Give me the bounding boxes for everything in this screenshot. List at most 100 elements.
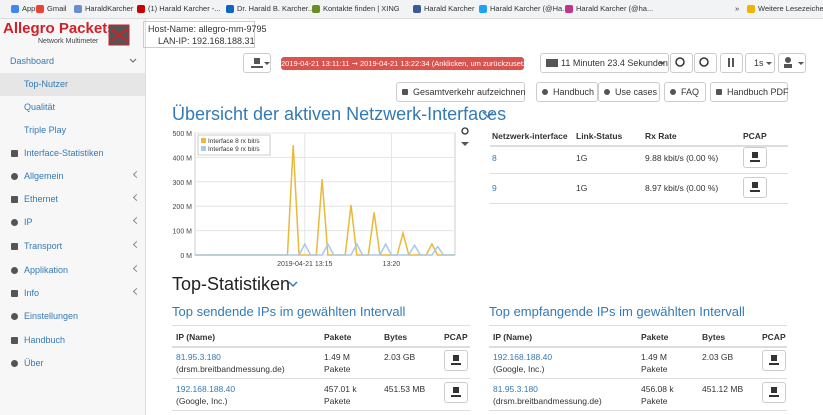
action-button[interactable]: Handbuch PDF (710, 82, 789, 102)
bookmark-icon (36, 5, 44, 13)
bookmark[interactable]: HaraldKarcher (85, 4, 134, 13)
bookmark[interactable]: Weitere Lesezeichen (758, 4, 823, 13)
ip-link[interactable]: 81.95.3.180 (493, 384, 538, 394)
host-box (143, 21, 255, 48)
bookmark-icon (479, 5, 487, 13)
bookmark-icon (11, 5, 19, 13)
action-button[interactable]: Gesamtverkehr aufzeichnen (396, 82, 526, 102)
table-header: Bytes (384, 332, 408, 342)
ip-link[interactable]: 192.168.188.40 (176, 384, 236, 394)
x-tick-label: 2019-04-21 13:15 (277, 261, 332, 268)
sidebar-item[interactable]: Top-Nutzer (24, 79, 69, 89)
bookmark[interactable]: Gmail (47, 4, 67, 13)
menu-icon (11, 219, 18, 226)
sidebar-item[interactable]: Transport (24, 241, 63, 251)
table-cell: 9.88 kbit/s (0.00 %) (645, 153, 719, 163)
receiving-title: Top empfangende IPs im gewählten Interva… (489, 304, 745, 319)
menu-icon (11, 243, 18, 250)
sidebar-item[interactable]: Triple Play (24, 125, 67, 135)
ip-name: (Google, Inc.) (493, 364, 545, 374)
x-tick-label: 13:20 (383, 261, 401, 268)
interval-select[interactable]: 1s (745, 53, 775, 73)
table-header: Pakete (324, 332, 352, 342)
table-header: IP (Name) (176, 332, 216, 342)
action-button[interactable]: Handbuch (536, 82, 598, 102)
ip-link[interactable]: 81.95.3.180 (176, 352, 221, 362)
y-tick-label: 300 M (173, 180, 193, 187)
sidebar-item[interactable]: Einstellungen (24, 311, 79, 321)
time-range[interactable]: 2019-04-21 13:11:11 ➞ 2019-04-21 13:22:3… (281, 57, 538, 70)
bookmark[interactable]: Dr. Harald B. Karcher... (237, 4, 315, 13)
bookmark[interactable]: Harald Karcher (424, 4, 475, 13)
bookmark[interactable]: Harald Karcher (@ha... (576, 4, 654, 13)
table-header: IP (Name) (493, 332, 533, 342)
y-tick-label: 0 M (180, 253, 192, 260)
download-icon (769, 355, 779, 365)
table-rule (172, 346, 470, 348)
zoom-out[interactable] (694, 53, 717, 73)
sidebar-item[interactable]: Allgemein (24, 171, 64, 181)
table-rule (172, 378, 470, 379)
sidebar-item[interactable]: Handbuch (24, 335, 66, 345)
legend-label: Interface 9 rx bit/s (208, 146, 260, 153)
packets-unit: Pakete (324, 396, 351, 406)
menu-icon (11, 337, 18, 344)
pcap-download[interactable] (762, 350, 786, 371)
sidebar-item[interactable]: Info (24, 288, 40, 298)
table-cell[interactable]: 9 (492, 183, 497, 193)
bookmark[interactable]: » (735, 4, 740, 13)
packets: 457.01 k (324, 384, 357, 394)
bookmark[interactable]: Harald Karcher (@Ha... (490, 4, 569, 13)
menu-icon (11, 173, 18, 180)
packets: 456.08 k (641, 384, 674, 394)
bookmarks-bar (0, 0, 823, 19)
sidebar-item[interactable]: Interface-Statistiken (24, 148, 104, 158)
zoom-in[interactable] (670, 53, 693, 73)
ip-name: (Google, Inc.) (176, 396, 228, 406)
sidebar-item[interactable]: Qualität (24, 102, 56, 112)
action-button[interactable]: Use cases (598, 82, 660, 102)
packets: 1.49 M (324, 352, 350, 362)
table-rule (172, 410, 470, 411)
host-ip: LAN-IP: 192.168.188.31 (158, 36, 255, 46)
pcap-download[interactable] (743, 147, 767, 168)
packets-unit: Pakete (641, 396, 668, 406)
pcap-download[interactable] (444, 382, 468, 403)
legend-box (197, 134, 271, 156)
y-tick-label: 400 M (173, 155, 193, 162)
table-header: Pakete (641, 332, 669, 342)
sidebar-item[interactable]: Applikation (24, 265, 69, 275)
bookmark[interactable]: Apps (22, 4, 40, 13)
download-button[interactable] (243, 53, 271, 73)
action-button[interactable]: FAQ (664, 82, 706, 102)
ip-name: (drsm.breitbandmessung.de) (176, 364, 285, 374)
sidebar-item[interactable]: Dashboard (10, 56, 55, 66)
y-tick-label: 100 M (173, 229, 193, 236)
duration-select[interactable]: 11 Minuten 23.4 Sekunden (540, 53, 669, 73)
bookmark[interactable]: (1) Harald Karcher -... (148, 4, 221, 13)
legend-label: Interface 8 rx bit/s (208, 138, 260, 145)
table-cell[interactable]: 8 (492, 153, 497, 163)
table-rule (490, 145, 788, 147)
pcap-download[interactable] (762, 382, 786, 403)
table-header: Link-Status (576, 131, 623, 141)
table-rule (490, 203, 788, 204)
button-icon (542, 89, 548, 95)
bookmark[interactable]: Kontakte finden | XING (323, 4, 400, 13)
packets-unit: Pakete (641, 364, 668, 374)
sidebar-item[interactable]: Ethernet (24, 194, 59, 204)
table-rule (489, 378, 787, 379)
ip-link[interactable]: 192.168.188.40 (493, 352, 553, 362)
download-icon (750, 182, 760, 192)
pcap-download[interactable] (444, 350, 468, 371)
pause[interactable] (720, 53, 743, 73)
menu-icon (11, 313, 18, 320)
download-icon (750, 152, 760, 162)
sidebar-item[interactable]: IP (24, 217, 33, 227)
series-line (195, 242, 455, 256)
pcap-download[interactable] (743, 177, 767, 198)
sidebar-item[interactable]: Über (24, 358, 44, 368)
bytes: 451.12 MB (702, 384, 744, 394)
user-menu[interactable] (778, 53, 806, 73)
